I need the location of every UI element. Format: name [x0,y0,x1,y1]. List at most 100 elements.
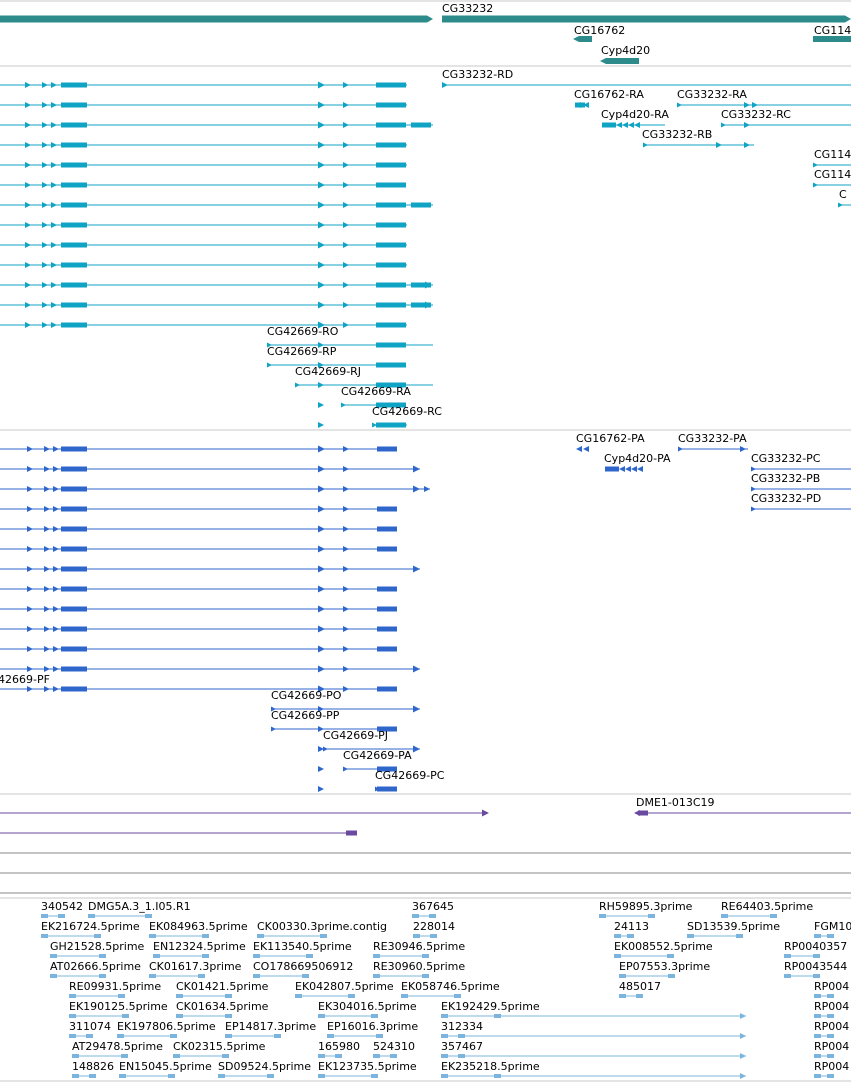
exon-block[interactable] [145,914,152,918]
exon-block[interactable] [306,954,313,958]
exon-block[interactable] [377,686,397,692]
exon-block[interactable] [827,1074,834,1078]
exon-block[interactable] [122,1014,129,1018]
exon-block[interactable] [376,122,406,128]
exon-block[interactable] [376,242,406,248]
exon-block[interactable] [458,1034,465,1038]
exon-block[interactable] [61,686,87,692]
exon-block[interactable] [267,1074,274,1078]
exon-block[interactable] [827,1014,834,1018]
exon-block[interactable] [736,934,743,938]
exon-block[interactable] [619,994,626,998]
exon-block[interactable] [225,994,232,998]
exon-block[interactable] [94,934,101,938]
exon-block[interactable] [721,914,728,918]
exon-block[interactable] [376,1034,383,1038]
exon-block[interactable] [61,526,87,532]
exon-block[interactable] [335,1054,342,1058]
exon-block[interactable] [770,914,777,918]
exon-block[interactable] [61,586,87,592]
exon-block[interactable] [176,994,183,998]
gene-bar[interactable] [600,58,639,64]
exon-block[interactable] [173,1054,180,1058]
exon-block[interactable] [813,36,851,42]
exon-block[interactable] [376,342,406,348]
exon-block[interactable] [50,954,57,958]
exon-block[interactable] [814,934,821,938]
exon-block[interactable] [61,506,87,512]
exon-block[interactable] [376,362,406,368]
exon-block[interactable] [668,974,675,978]
exon-block[interactable] [376,382,406,388]
exon-block[interactable] [827,1054,834,1058]
exon-block[interactable] [318,1014,325,1018]
exon-block[interactable] [454,994,461,998]
exon-block[interactable] [390,1054,397,1058]
exon-block[interactable] [274,1034,281,1038]
gene-bar[interactable] [442,15,851,23]
exon-block[interactable] [61,302,87,308]
exon-block[interactable] [376,282,406,288]
exon-block[interactable] [168,1074,175,1078]
exon-block[interactable] [61,486,87,492]
exon-block[interactable] [376,262,406,268]
exon-block[interactable] [61,666,87,672]
exon-block[interactable] [376,322,406,328]
exon-block[interactable] [253,954,260,958]
exon-block[interactable] [401,994,408,998]
exon-block[interactable] [153,954,160,958]
exon-block[interactable] [61,606,87,612]
exon-block[interactable] [61,446,87,452]
exon-block[interactable] [371,1014,378,1018]
exon-block[interactable] [69,1014,76,1018]
exon-block[interactable] [50,974,57,978]
exon-block[interactable] [619,974,626,978]
exon-block[interactable] [202,934,209,938]
gene-bar[interactable] [573,36,592,42]
exon-block[interactable] [318,1074,325,1078]
exon-block[interactable] [413,934,420,938]
exon-block[interactable] [121,1054,128,1058]
exon-block[interactable] [602,122,616,128]
exon-block[interactable] [638,810,648,816]
exon-block[interactable] [648,914,655,918]
exon-block[interactable] [376,302,406,308]
exon-block[interactable] [176,1014,183,1018]
exon-block[interactable] [377,506,397,512]
exon-block[interactable] [225,1014,232,1018]
exon-block[interactable] [61,566,87,572]
exon-block[interactable] [376,102,406,108]
exon-block[interactable] [441,1034,448,1038]
exon-block[interactable] [376,422,406,428]
exon-block[interactable] [61,162,87,168]
exon-block[interactable] [253,974,260,978]
exon-block[interactable] [422,974,429,978]
exon-block[interactable] [61,82,87,88]
exon-block[interactable] [377,606,397,612]
exon-block[interactable] [377,546,397,552]
exon-block[interactable] [218,1074,225,1078]
exon-block[interactable] [99,974,106,978]
gene-bar[interactable] [0,15,433,23]
exon-block[interactable] [61,202,87,208]
exon-block[interactable] [118,994,125,998]
exon-block[interactable] [61,546,87,552]
exon-block[interactable] [346,830,357,836]
exon-block[interactable] [61,222,87,228]
exon-block[interactable] [412,914,419,918]
exon-block[interactable] [373,954,380,958]
exon-block[interactable] [814,1074,821,1078]
exon-block[interactable] [149,974,156,978]
exon-block[interactable] [202,954,209,958]
exon-block[interactable] [377,726,397,732]
exon-block[interactable] [827,934,834,938]
exon-block[interactable] [377,646,397,652]
exon-block[interactable] [376,162,406,168]
exon-block[interactable] [41,934,48,938]
exon-block[interactable] [61,322,87,328]
exon-block[interactable] [302,974,309,978]
exon-block[interactable] [441,1014,448,1018]
exon-block[interactable] [61,262,87,268]
exon-block[interactable] [61,466,87,472]
exon-block[interactable] [599,914,606,918]
